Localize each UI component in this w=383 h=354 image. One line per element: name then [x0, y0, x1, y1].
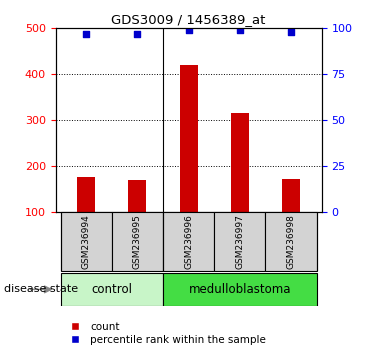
Point [185, 27, 192, 33]
Bar [128, 180, 146, 212]
Text: GSM236995: GSM236995 [133, 214, 142, 269]
Bar [231, 114, 249, 212]
Title: GDS3009 / 1456389_at: GDS3009 / 1456389_at [111, 13, 266, 26]
Text: disease state: disease state [4, 284, 78, 295]
Bar [61, 212, 112, 271]
Bar [265, 212, 317, 271]
Bar [112, 212, 163, 271]
Text: medulloblastoma: medulloblastoma [188, 283, 291, 296]
Text: GSM236996: GSM236996 [184, 214, 193, 269]
Point [288, 29, 294, 35]
Bar [163, 273, 317, 306]
Bar [180, 65, 198, 212]
Bar [77, 177, 95, 212]
Text: GSM236994: GSM236994 [82, 214, 91, 269]
Bar [163, 212, 214, 271]
Point [83, 31, 89, 37]
Text: GSM236997: GSM236997 [235, 214, 244, 269]
Bar [61, 273, 163, 306]
Text: control: control [91, 283, 133, 296]
Point [134, 31, 141, 37]
Bar [214, 212, 265, 271]
Legend: count, percentile rank within the sample: count, percentile rank within the sample [61, 317, 270, 349]
Bar [282, 179, 300, 212]
Point [237, 27, 243, 33]
Text: GSM236998: GSM236998 [286, 214, 296, 269]
